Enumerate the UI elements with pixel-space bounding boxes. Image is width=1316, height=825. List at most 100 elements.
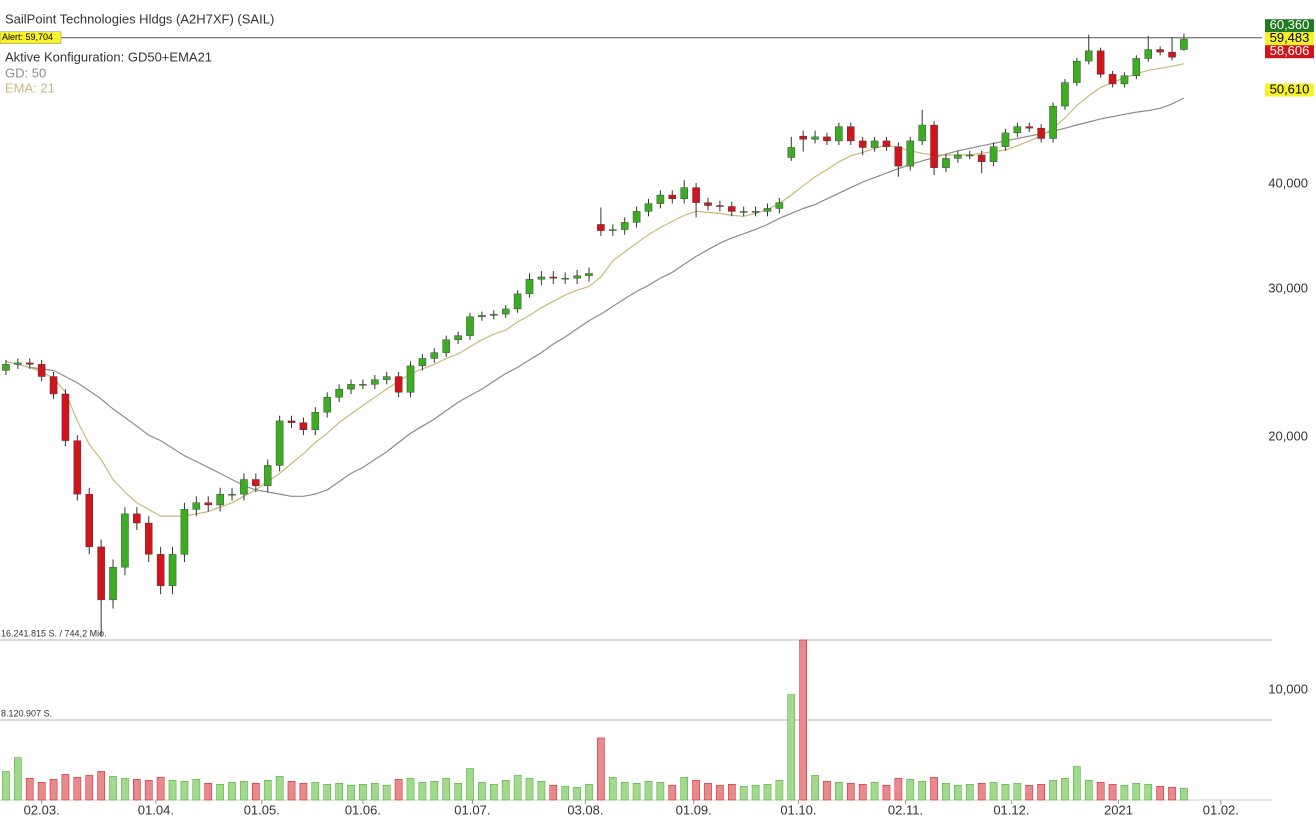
price-label: 58,606 bbox=[1270, 43, 1310, 58]
volume-bar bbox=[85, 775, 94, 801]
candle-body bbox=[811, 136, 819, 140]
candle-body bbox=[799, 135, 807, 140]
volume-bar bbox=[1049, 780, 1057, 801]
volume-bar bbox=[37, 782, 46, 801]
candle-body bbox=[323, 397, 331, 413]
candle-body bbox=[371, 379, 379, 385]
candle-body bbox=[656, 194, 665, 204]
candle-body bbox=[835, 126, 843, 142]
price-label-box bbox=[1265, 19, 1314, 33]
y-tick-label: 10,000 bbox=[1268, 681, 1308, 696]
volume-bar bbox=[109, 776, 117, 801]
volume-bar bbox=[478, 782, 486, 801]
candle-body bbox=[728, 206, 736, 212]
candle-body bbox=[561, 277, 569, 280]
volume-bar bbox=[430, 781, 439, 801]
volume-bar bbox=[513, 775, 522, 801]
volume-bar bbox=[799, 639, 808, 801]
x-tick-label: 01.07. bbox=[454, 802, 490, 817]
volume-bar bbox=[359, 783, 367, 801]
volume-bar bbox=[965, 783, 974, 801]
candle-body bbox=[918, 124, 926, 142]
volume-bar bbox=[585, 783, 593, 801]
price-label: 60,360 bbox=[1270, 17, 1310, 32]
volume-bar bbox=[382, 784, 391, 801]
x-tick-label: 02.03. bbox=[24, 802, 60, 817]
volume-bar bbox=[739, 785, 748, 801]
x-tick-label: 01.10. bbox=[780, 802, 816, 817]
candle-body bbox=[121, 513, 129, 568]
volume-bar bbox=[144, 780, 153, 801]
volume-bar bbox=[573, 786, 581, 801]
volume-bar bbox=[716, 784, 724, 801]
candle-body bbox=[585, 273, 593, 276]
candle-body bbox=[704, 202, 712, 206]
volume-bar bbox=[252, 783, 260, 801]
candle-body bbox=[716, 205, 724, 207]
volume-bar bbox=[133, 779, 141, 801]
candle-body bbox=[644, 203, 653, 212]
volume-bar bbox=[894, 778, 903, 801]
volume-bar bbox=[632, 783, 641, 801]
volume-tick-label: 8.120.907 S. bbox=[1, 708, 52, 718]
candle-body bbox=[359, 384, 367, 386]
volume-bar bbox=[846, 783, 855, 801]
ma-line bbox=[5, 97, 1185, 497]
volume-bar bbox=[1025, 784, 1034, 801]
candle-body bbox=[1084, 50, 1093, 62]
candle-body bbox=[2, 364, 10, 371]
volume-bar bbox=[549, 784, 558, 801]
volume-bar bbox=[1013, 783, 1022, 801]
volume-bar bbox=[370, 783, 379, 801]
candle-body bbox=[263, 465, 272, 486]
volume-bar bbox=[608, 777, 617, 801]
candle-body bbox=[501, 308, 510, 315]
candle-body bbox=[240, 479, 248, 495]
candle-body bbox=[466, 316, 474, 336]
volume-bar bbox=[1037, 783, 1045, 801]
candle-body bbox=[1049, 105, 1057, 139]
volume-bar bbox=[727, 783, 736, 801]
x-tick-label: 01.02. bbox=[1203, 802, 1239, 817]
volume-bar bbox=[263, 780, 272, 801]
candle-body bbox=[680, 187, 688, 200]
candle-body bbox=[109, 566, 117, 601]
candle-body bbox=[490, 313, 498, 316]
candle-body bbox=[513, 293, 522, 310]
volume-bar bbox=[228, 782, 236, 801]
x-tick-label: 01.04. bbox=[138, 802, 174, 817]
candle-body bbox=[573, 275, 581, 279]
volume-bar bbox=[275, 776, 284, 801]
candle-body bbox=[382, 376, 391, 380]
volume-bar bbox=[775, 780, 784, 801]
candle-body bbox=[775, 202, 784, 209]
volume-bar bbox=[1061, 778, 1069, 801]
volume-bar bbox=[61, 774, 70, 801]
volume-bar bbox=[906, 779, 915, 801]
volume-bar bbox=[1132, 783, 1141, 801]
volume-bar bbox=[442, 778, 451, 801]
candle-body bbox=[1001, 132, 1010, 147]
candle-body bbox=[1180, 38, 1188, 50]
price-label-box bbox=[1265, 45, 1314, 59]
candle-body bbox=[85, 493, 94, 548]
candle-body bbox=[216, 493, 224, 506]
volume-bar bbox=[561, 785, 570, 801]
candle-body bbox=[847, 126, 855, 142]
candle-body bbox=[61, 393, 70, 441]
candle-body bbox=[430, 352, 439, 359]
candle-body bbox=[454, 335, 462, 340]
candle-body bbox=[37, 364, 46, 377]
candle-body bbox=[537, 276, 546, 280]
volume-bar bbox=[835, 782, 843, 801]
chart-subtitle: Aktive Konfiguration: GD50+EMA21 bbox=[5, 49, 212, 64]
candle-body bbox=[894, 146, 903, 167]
candle-body bbox=[882, 140, 891, 147]
candle-body bbox=[442, 339, 450, 353]
x-tick-label: 01.12. bbox=[993, 802, 1029, 817]
volume-bar bbox=[597, 737, 605, 801]
volume-bar bbox=[525, 778, 534, 801]
chart-title: SailPoint Technologies Hldgs (A2H7XF) (S… bbox=[5, 11, 274, 26]
x-tick-label: 2021 bbox=[1104, 802, 1133, 817]
